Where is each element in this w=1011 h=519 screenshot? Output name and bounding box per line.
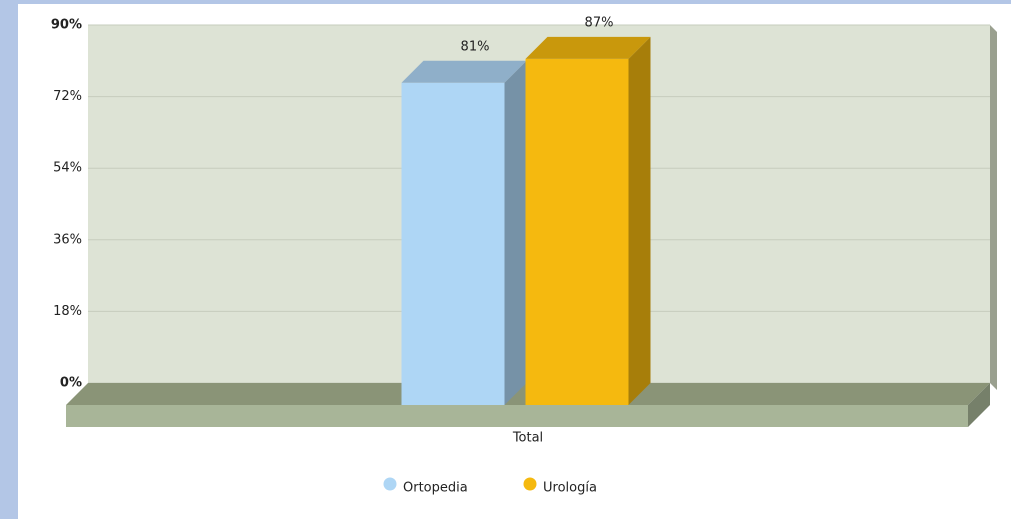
y-tick-label: 18%	[53, 304, 82, 319]
x-tick-label: Total	[512, 431, 543, 446]
y-tick-label: 36%	[53, 232, 82, 247]
floor-front	[66, 405, 968, 427]
bar	[401, 60, 527, 406]
bar-side	[628, 36, 651, 405]
bar-side	[504, 60, 527, 406]
y-tick-label: 0%	[60, 376, 82, 391]
y-tick-label: 54%	[53, 161, 82, 176]
bar-top	[401, 60, 527, 83]
y-tick-label: 72%	[53, 89, 82, 104]
legend-label: Ortopedia	[403, 481, 468, 496]
bar-top	[525, 36, 651, 59]
bar-front	[401, 82, 505, 406]
y-tick-label: 90%	[51, 18, 82, 33]
legend-label: Urología	[543, 481, 597, 496]
legend-marker	[523, 477, 537, 491]
top-border	[0, 0, 1011, 4]
wall-edge	[990, 25, 997, 390]
legend-marker	[383, 477, 397, 491]
value-label: 87%	[585, 15, 614, 30]
value-label: 81%	[461, 39, 490, 54]
floor-side	[968, 383, 990, 427]
left-border	[0, 0, 18, 519]
bar-front	[525, 58, 629, 405]
bar	[525, 36, 651, 405]
